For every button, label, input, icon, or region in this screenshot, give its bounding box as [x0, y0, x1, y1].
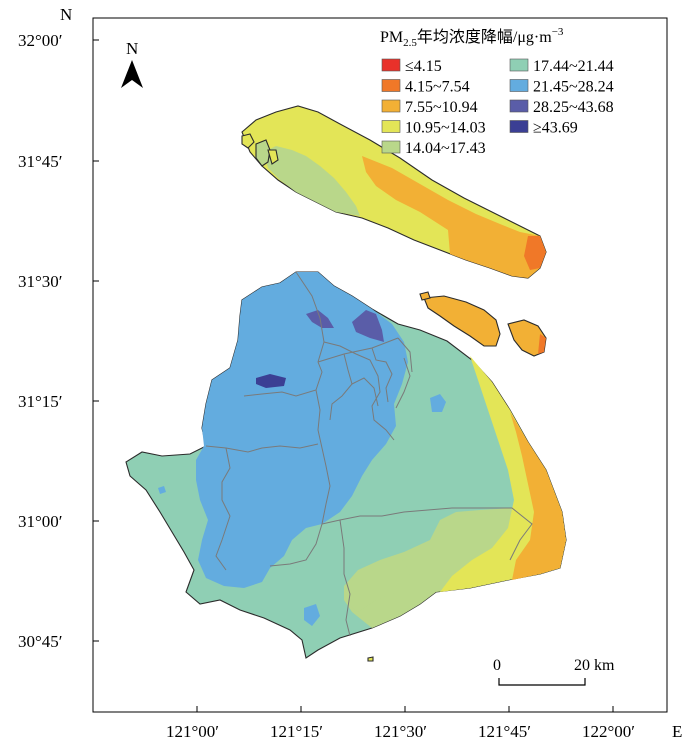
axis-north-letter: N	[60, 5, 72, 24]
legend-swatch	[509, 120, 529, 133]
chongming-islet	[241, 133, 255, 149]
legend-title-rest: 年均浓度降幅/μg·m	[417, 28, 552, 46]
lon-tick-label: 121°00′	[166, 722, 219, 741]
zone-orange	[510, 412, 566, 580]
scale-bar-line	[498, 678, 586, 686]
north-arrow-label: N	[126, 39, 138, 58]
lon-tick-label: 121°45′	[478, 722, 531, 741]
zone-blue	[196, 272, 408, 588]
legend-title-main: PM	[380, 29, 403, 46]
scale-bar-end-label: 20 km	[574, 657, 615, 674]
legend-item-label: 14.04~17.43	[405, 140, 486, 157]
lon-tick-label: 122°00′	[582, 722, 635, 741]
legend-item-label: ≤4.15	[405, 58, 442, 75]
zone-blue-patch	[158, 486, 166, 494]
legend-items: ≤4.15 4.15~7.54 7.55~10.94 10.95~14.03 14.04…	[381, 58, 614, 157]
legend-item-label: 7.55~10.94	[405, 99, 478, 116]
north-arrow: N	[121, 39, 143, 88]
legend-item-label: 4.15~7.54	[405, 79, 470, 96]
lat-tick-label: 30°45′	[18, 632, 63, 651]
scale-bar: 0 20 km	[493, 657, 615, 686]
chongming-deep-orange	[524, 236, 546, 270]
lon-tick-label: 121°15′	[270, 722, 323, 741]
scale-bar-start-label: 0	[493, 657, 501, 674]
legend-item-label: 21.45~28.24	[533, 79, 614, 96]
chongming-islet	[255, 139, 271, 167]
zone-purple	[256, 374, 286, 388]
zone-blue-patch	[304, 604, 320, 626]
legend-item-label: 17.44~21.44	[533, 58, 614, 75]
lat-tick-label: 31°45′	[18, 152, 63, 171]
chongming-light-green	[264, 146, 360, 216]
zone-purple	[352, 310, 384, 342]
district-boundaries	[205, 271, 533, 637]
lat-tick-label: 31°30′	[18, 272, 63, 291]
lat-tick-label: 31°15′	[18, 392, 63, 411]
small-islet	[367, 656, 374, 662]
legend: PM2.5年均浓度降幅/μg·m−3 ≤4.15 4.15~7.54 7.55~10…	[380, 26, 614, 157]
changxing-zone	[423, 295, 501, 347]
legend-item-label: ≥43.69	[533, 120, 578, 137]
hengsha-island	[507, 319, 547, 357]
lat-tick-label: 32°00′	[18, 31, 63, 50]
legend-swatch	[509, 58, 529, 72]
legend-title-superscript: −3	[552, 26, 564, 38]
legend-item-label: 28.25~43.68	[533, 99, 614, 116]
chongming-orange	[362, 156, 546, 278]
hengsha-deep-orange	[538, 334, 546, 354]
legend-title: PM2.5年均浓度降幅/μg·m−3	[380, 26, 564, 49]
north-arrow-icon	[121, 60, 143, 88]
legend-item-label: 10.95~14.03	[405, 120, 486, 137]
changxing-islet	[419, 291, 431, 301]
legend-swatch	[509, 99, 529, 113]
legend-swatch	[381, 79, 401, 92]
lat-tick-marks	[93, 39, 99, 642]
lon-tick-label: 121°30′	[374, 722, 427, 741]
chongming-island	[241, 105, 547, 279]
map-frame-border	[92, 17, 668, 713]
legend-swatch	[509, 79, 529, 92]
zone-blue-patch	[430, 394, 446, 412]
chongming-islet	[267, 149, 279, 165]
legend-swatch	[381, 58, 401, 72]
axis-east-letter: E	[672, 722, 682, 741]
zone-light-green-south	[344, 560, 410, 612]
lat-tick-label: 31°00′	[18, 512, 63, 531]
legend-title-subscript: 2.5	[403, 37, 417, 49]
legend-swatch	[381, 99, 401, 113]
legend-swatch	[381, 140, 401, 154]
changxing-island	[419, 291, 501, 347]
legend-swatch	[381, 120, 401, 133]
lon-tick-marks	[196, 706, 614, 712]
mainland-shanghai	[125, 271, 567, 659]
